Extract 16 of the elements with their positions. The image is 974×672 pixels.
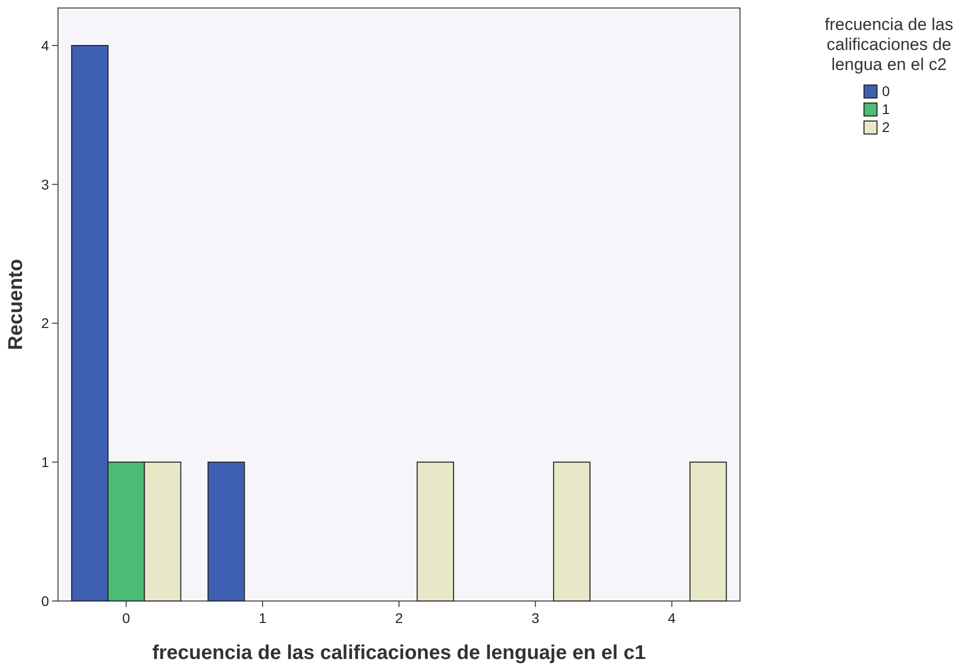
x-tick-label: 3: [532, 610, 540, 626]
legend-label: 1: [882, 101, 890, 117]
y-axis-title: Recuento: [5, 258, 27, 350]
legend-title: frecuencia de las calificaciones de lengua en el c2: [824, 15, 954, 74]
x-tick-label: 0: [122, 610, 130, 626]
x-tick-label: 1: [258, 610, 267, 626]
y-tick-label: 0: [41, 592, 50, 609]
y-tick-label: 1: [41, 454, 50, 470]
x-axis-title: frecuencia de las calificaciones de lenguaje en el c1: [152, 642, 646, 664]
x-tick-label: 4: [668, 610, 676, 626]
legend-label: 2: [882, 119, 890, 135]
y-tick-label: 4: [41, 37, 50, 54]
legend-label: 0: [882, 83, 890, 99]
y-tick-label: 2: [41, 315, 50, 332]
y-tick-label: 3: [41, 176, 50, 192]
x-tick-label: 2: [395, 610, 404, 626]
